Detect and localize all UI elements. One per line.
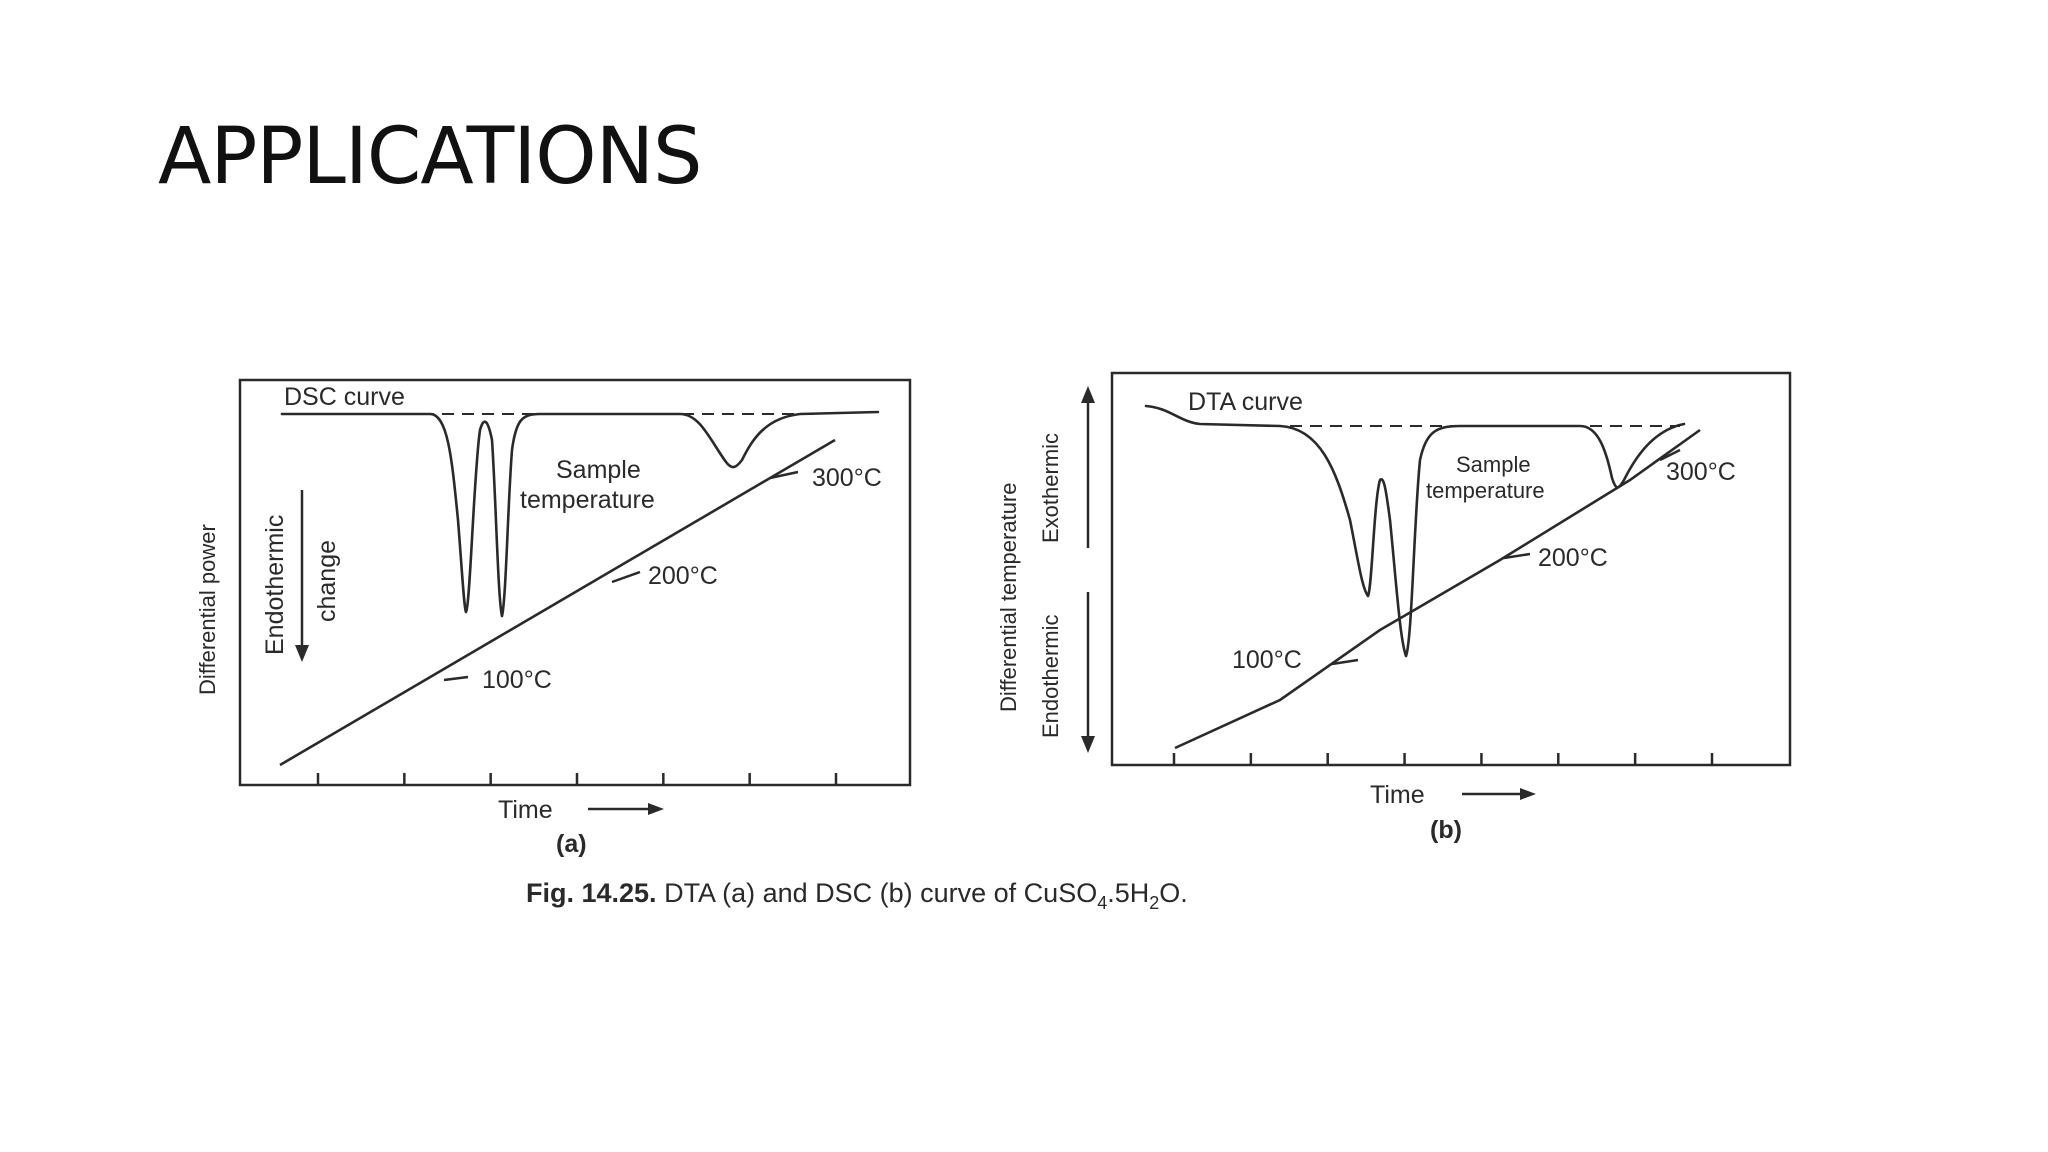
panel-a-mark-200 (611, 570, 641, 584)
panel-b-temp-label-1: Sample (1456, 452, 1531, 477)
panel-b-label: (b) (1430, 816, 1462, 844)
panel-a-mark-100 (443, 675, 469, 682)
panel-a-xlabel: Time (498, 796, 553, 824)
panel-a-curve-label: DSC curve (284, 383, 405, 411)
panel-a-frame (238, 378, 912, 787)
panel-a-temp-label-1: Sample (556, 456, 641, 484)
panel-b-dta-curve (1144, 404, 1686, 658)
panel-a-mark-label-200: 200°C (648, 562, 718, 590)
caption-text-mid: .5H (1107, 878, 1149, 908)
panel-a-ylabel: Differential power (195, 524, 220, 695)
panel-a-mark-300 (769, 470, 799, 480)
panel-b-mark-label-100: 100°C (1232, 646, 1302, 674)
panel-b-mark-label-200: 200°C (1538, 544, 1608, 572)
panel-a-dsc-curve (280, 410, 880, 618)
panel-b-time-arrowhead (1520, 788, 1536, 800)
panel-b-frame (1110, 371, 1792, 767)
panel-b-exo-arrowhead (1081, 386, 1095, 403)
slide-title: APPLICATIONS (158, 112, 703, 202)
panel-b-curve-label: DTA curve (1188, 388, 1303, 416)
panel-b-xlabel: Time (1370, 781, 1425, 809)
caption-text-before: DTA (a) and DSC (b) curve of CuSO (657, 878, 1098, 908)
panel-b-x-ticks (1172, 753, 1714, 765)
panel-b-endo-label: Endothermic (1038, 614, 1063, 738)
panel-a-temperature-line (279, 438, 836, 767)
panel-b-mark-label-300: 300°C (1666, 458, 1736, 486)
panel-b-mark-100 (1331, 658, 1359, 666)
panel-b: 100°C 200°C 300°C DTA curve Sample tempe… (996, 371, 1792, 844)
caption-text-after: O. (1159, 878, 1188, 908)
panel-a-time-arrowhead (648, 803, 664, 815)
panel-b-exo-label: Exothermic (1038, 433, 1063, 543)
panel-a: 100°C 200°C 300°C DSC curve Sample tempe… (195, 378, 912, 858)
panel-a-direction-label-1: Endothermic (261, 515, 289, 655)
caption-sub2: 2 (1149, 893, 1159, 913)
panel-a-endothermic-arrowhead (295, 645, 309, 662)
figure-caption: Fig. 14.25. DTA (a) and DSC (b) curve of… (526, 878, 1188, 913)
panel-a-mark-label-100: 100°C (482, 666, 552, 694)
panel-a-direction-label-2: change (313, 540, 341, 622)
panel-a-label: (a) (556, 830, 587, 858)
panel-a-temp-label-2: temperature (520, 486, 655, 514)
panel-b-mark-200 (1503, 552, 1531, 560)
panel-a-x-ticks (316, 773, 838, 785)
panel-b-mark-300 (1659, 448, 1681, 462)
panel-b-endo-arrowhead (1081, 736, 1095, 753)
caption-prefix: Fig. 14.25. (526, 878, 657, 908)
panel-b-temperature-line (1174, 428, 1701, 750)
caption-sub1: 4 (1097, 893, 1107, 913)
panel-b-ylabel: Differential temperature (996, 483, 1021, 713)
panel-b-temp-label-2: temperature (1426, 478, 1545, 503)
panel-a-mark-label-300: 300°C (812, 464, 882, 492)
